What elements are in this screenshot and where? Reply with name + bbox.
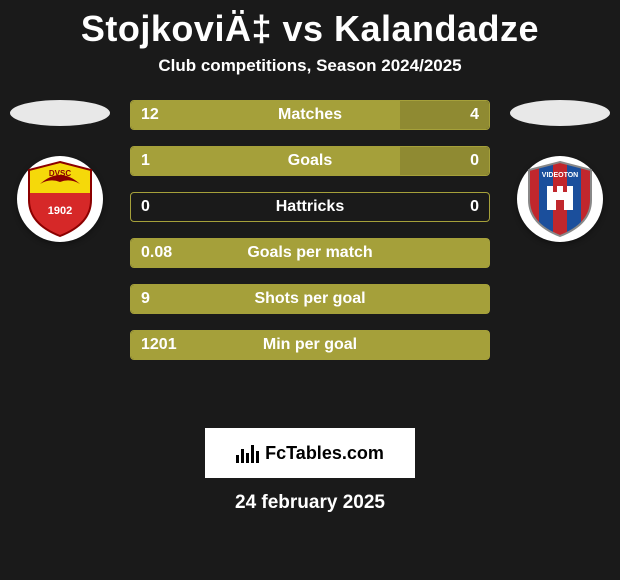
left-ellipse bbox=[10, 100, 110, 126]
right-club-badge: VIDEOTON bbox=[517, 156, 603, 242]
stat-row: 1Goals0 bbox=[130, 146, 490, 176]
brand-box: FcTables.com bbox=[205, 428, 415, 478]
svg-text:1902: 1902 bbox=[48, 205, 72, 217]
right-club-stack: VIDEOTON bbox=[510, 100, 610, 242]
stat-label: Goals bbox=[131, 152, 489, 170]
stat-label: Shots per goal bbox=[131, 290, 489, 308]
videoton-shield-icon: VIDEOTON bbox=[525, 160, 595, 238]
brand-text: FcTables.com bbox=[265, 443, 384, 464]
stat-value-right: 0 bbox=[439, 198, 479, 216]
stat-row: 9Shots per goal bbox=[130, 284, 490, 314]
chart-bars-icon bbox=[236, 443, 259, 463]
stat-label: Goals per match bbox=[131, 244, 489, 262]
stat-value-right: 4 bbox=[439, 106, 479, 124]
right-ellipse bbox=[510, 100, 610, 126]
date-line: 24 february 2025 bbox=[0, 492, 620, 514]
stat-label: Min per goal bbox=[131, 336, 489, 354]
subtitle: Club competitions, Season 2024/2025 bbox=[0, 56, 620, 76]
stat-value-right: 0 bbox=[439, 152, 479, 170]
stat-row: 1201Min per goal bbox=[130, 330, 490, 360]
svg-text:VIDEOTON: VIDEOTON bbox=[542, 172, 578, 179]
stat-rows: 12Matches41Goals00Hattricks00.08Goals pe… bbox=[130, 100, 490, 360]
left-club-badge: 1902 DVSC bbox=[17, 156, 103, 242]
left-club-stack: 1902 DVSC bbox=[10, 100, 110, 242]
stat-label: Matches bbox=[131, 106, 489, 124]
stat-row: 0.08Goals per match bbox=[130, 238, 490, 268]
stat-label: Hattricks bbox=[131, 198, 489, 216]
stat-row: 12Matches4 bbox=[130, 100, 490, 130]
dvsc-shield-icon: 1902 DVSC bbox=[25, 160, 95, 238]
svg-text:DVSC: DVSC bbox=[49, 169, 71, 178]
page-title: StojkoviÄ‡ vs Kalandadze bbox=[0, 0, 620, 50]
stat-row: 0Hattricks0 bbox=[130, 192, 490, 222]
